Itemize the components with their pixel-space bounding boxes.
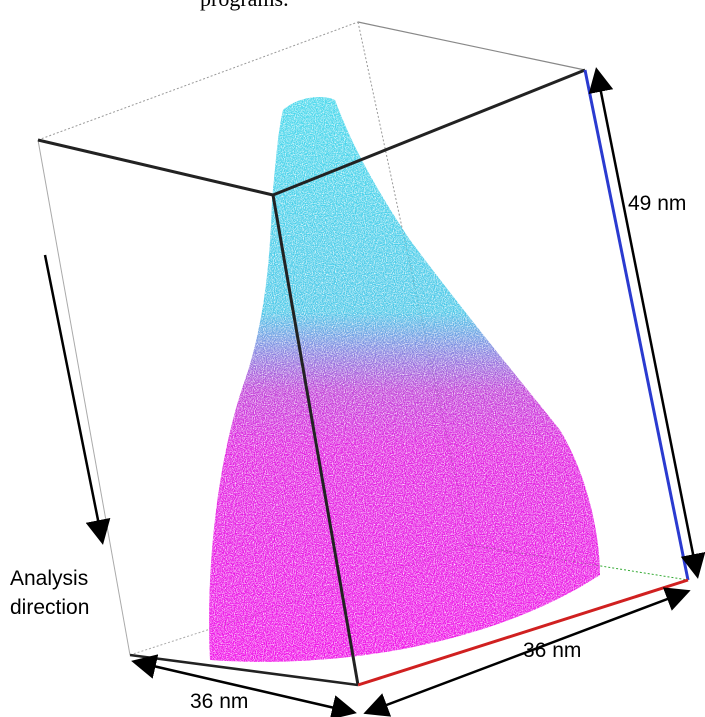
width-label: 36 nm xyxy=(190,690,248,713)
atom-cloud xyxy=(209,97,600,662)
dimension-arrows xyxy=(43,67,705,717)
width-label: 36 nm xyxy=(523,639,581,662)
height-label: 49 nm xyxy=(628,192,686,215)
caption-fragment: programs. xyxy=(200,0,289,11)
analysis-label: Analysis xyxy=(10,567,88,590)
analysis-label: direction xyxy=(10,596,89,619)
